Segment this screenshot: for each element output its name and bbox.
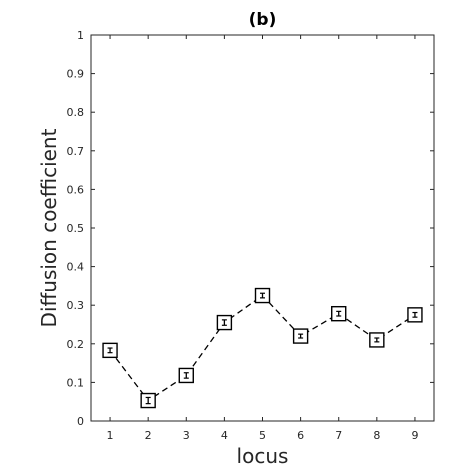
y-tick-label: 0.7 [67, 145, 85, 158]
y-tick-label: 0.6 [67, 183, 85, 196]
x-tick-label: 5 [259, 429, 266, 442]
y-tick-label: 0.4 [67, 261, 85, 274]
x-tick-label: 6 [297, 429, 304, 442]
y-tick-label: 0.2 [67, 338, 85, 351]
chart-title: (b) [249, 10, 277, 30]
x-axis-label: locus [237, 444, 289, 468]
x-tick-label: 4 [221, 429, 228, 442]
y-tick-label: 0.9 [67, 68, 85, 81]
y-tick-label: 0.1 [67, 376, 85, 389]
x-tick-label: 3 [183, 429, 190, 442]
x-tick-label: 2 [145, 429, 152, 442]
x-tick-label: 9 [411, 429, 418, 442]
series-line [109, 294, 416, 402]
y-axis: 0 0.1 0.2 0.3 0.4 0.5 0.6 0.7 0.8 0.9 1 [67, 29, 434, 428]
y-tick-label: 0.5 [67, 222, 85, 235]
y-axis-label: Diffusion coefficient [37, 128, 61, 327]
y-tick-label: 0.8 [67, 106, 85, 119]
data-markers [102, 287, 423, 409]
y-tick-label: 0.3 [67, 299, 85, 312]
x-tick-label: 8 [373, 429, 380, 442]
y-tick-label: 0 [77, 415, 84, 428]
x-axis: 1 2 3 4 5 6 7 8 9 [107, 35, 418, 442]
y-tick-label: 1 [77, 29, 84, 42]
x-tick-label: 7 [335, 429, 342, 442]
x-tick-label: 1 [107, 429, 114, 442]
plot-frame [90, 34, 435, 422]
